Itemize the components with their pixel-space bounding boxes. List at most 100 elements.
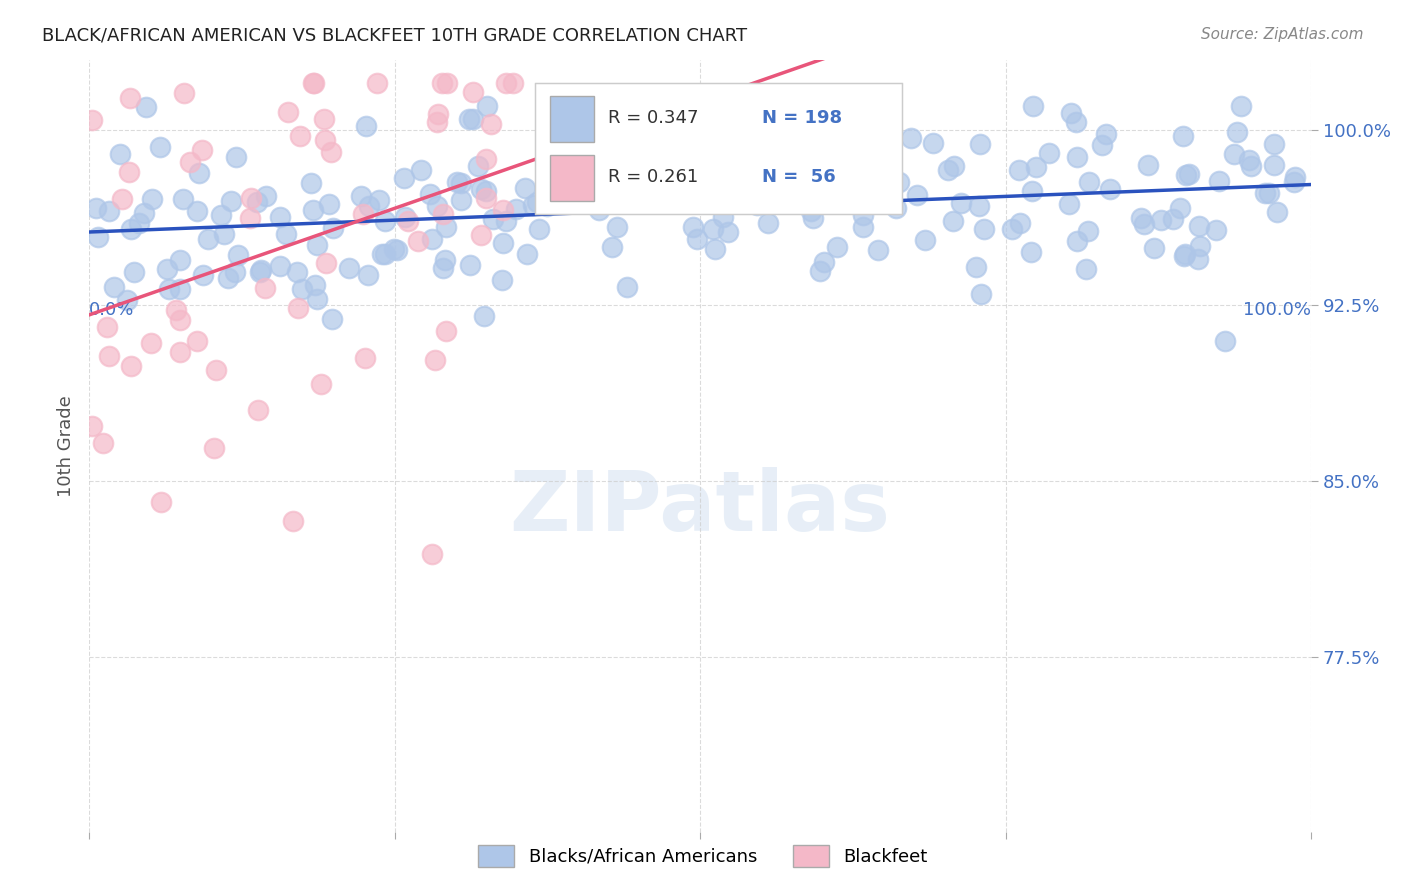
Text: Source: ZipAtlas.com: Source: ZipAtlas.com xyxy=(1201,27,1364,42)
Point xyxy=(1150,213,1173,227)
Point xyxy=(463,112,485,127)
Point xyxy=(482,211,505,226)
Point xyxy=(914,233,936,247)
Point xyxy=(551,172,574,186)
Point xyxy=(1098,182,1121,196)
Point xyxy=(852,208,875,222)
Text: 100.0%: 100.0% xyxy=(1243,301,1312,318)
Point xyxy=(374,246,396,260)
Point xyxy=(1163,212,1185,227)
Point xyxy=(247,403,270,417)
Point xyxy=(526,195,548,210)
Point xyxy=(702,221,724,235)
Point xyxy=(246,195,269,210)
Point xyxy=(430,76,453,90)
Legend: Blacks/African Americans, Blackfeet: Blacks/African Americans, Blackfeet xyxy=(471,838,935,874)
Point xyxy=(1060,106,1083,120)
Point xyxy=(1178,168,1201,182)
Point xyxy=(274,227,297,241)
Point xyxy=(432,207,454,221)
Point xyxy=(495,214,517,228)
Point xyxy=(312,112,335,126)
Point xyxy=(309,376,332,391)
Point xyxy=(965,260,987,274)
Point xyxy=(1022,99,1045,113)
Point xyxy=(600,186,623,200)
Point xyxy=(426,114,449,128)
Point xyxy=(839,186,862,200)
Point xyxy=(470,181,492,195)
Point xyxy=(1284,169,1306,184)
Point xyxy=(1189,239,1212,253)
Point xyxy=(900,131,922,145)
Text: BLACK/AFRICAN AMERICAN VS BLACKFEET 10TH GRADE CORRELATION CHART: BLACK/AFRICAN AMERICAN VS BLACKFEET 10TH… xyxy=(42,27,748,45)
Point xyxy=(374,213,396,227)
Point xyxy=(1130,211,1153,225)
Point xyxy=(269,211,291,225)
Point xyxy=(302,76,325,90)
Point xyxy=(813,255,835,269)
Point xyxy=(117,293,139,307)
Point xyxy=(128,216,150,230)
Point xyxy=(205,363,228,377)
Point xyxy=(103,280,125,294)
Point xyxy=(1213,334,1236,348)
Point xyxy=(616,280,638,294)
Point xyxy=(225,150,247,164)
Point xyxy=(156,261,179,276)
Point xyxy=(212,227,235,241)
Point xyxy=(299,177,322,191)
Point xyxy=(434,324,457,338)
Point xyxy=(197,232,219,246)
Point xyxy=(1174,247,1197,261)
Point xyxy=(800,204,823,219)
Point xyxy=(1254,186,1277,200)
Point xyxy=(1263,136,1285,151)
Point xyxy=(118,165,141,179)
Point xyxy=(458,258,481,272)
Point xyxy=(1174,168,1197,182)
Point xyxy=(250,263,273,277)
Point xyxy=(1095,128,1118,142)
Point xyxy=(408,234,430,248)
Point xyxy=(491,273,513,287)
Point xyxy=(1008,163,1031,178)
Point xyxy=(866,244,889,258)
Point xyxy=(356,268,378,282)
Point xyxy=(467,159,489,173)
Point xyxy=(856,151,879,165)
Point xyxy=(427,106,450,120)
Point xyxy=(394,210,416,224)
Point xyxy=(368,193,391,207)
Point xyxy=(420,547,443,561)
Point xyxy=(973,222,995,236)
Point xyxy=(349,188,371,202)
Point xyxy=(1066,150,1088,164)
Point xyxy=(191,268,214,282)
Point xyxy=(706,132,728,146)
Point xyxy=(1019,245,1042,260)
Point xyxy=(858,186,880,201)
Point xyxy=(254,189,277,203)
Point xyxy=(409,162,432,177)
Point xyxy=(1077,224,1099,238)
Point xyxy=(741,164,763,178)
Point xyxy=(169,313,191,327)
Point xyxy=(1282,175,1305,189)
Point xyxy=(1205,223,1227,237)
Point xyxy=(1008,216,1031,230)
Point xyxy=(655,164,678,178)
Point xyxy=(823,153,845,168)
Point xyxy=(169,252,191,267)
Point xyxy=(967,199,990,213)
Point xyxy=(98,204,121,219)
Point xyxy=(470,227,492,242)
Point xyxy=(202,441,225,455)
Point xyxy=(513,181,536,195)
Point xyxy=(120,221,142,235)
Point xyxy=(600,239,623,253)
Point xyxy=(737,194,759,209)
Point xyxy=(516,247,538,261)
Point xyxy=(86,230,108,244)
Point xyxy=(434,220,457,235)
